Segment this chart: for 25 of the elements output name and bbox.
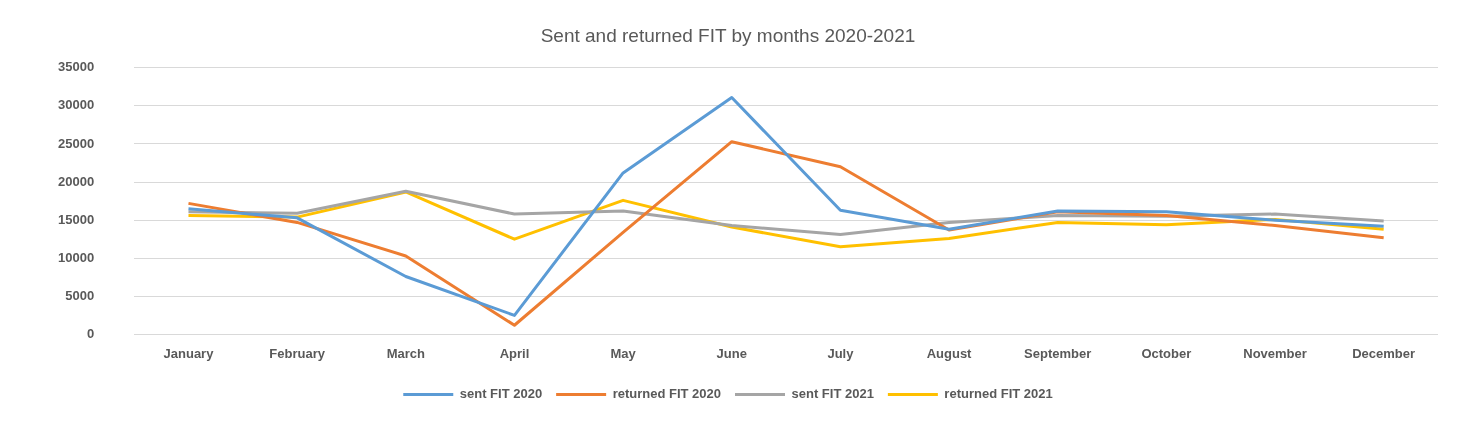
x-tick-label: April [499,345,530,361]
x-tick-label: January [163,345,215,361]
y-tick-label: 15000 [57,211,95,227]
x-tick-label: June [716,345,747,361]
y-tick-label: 30000 [57,97,95,113]
x-tick-label: November [1243,345,1307,361]
x-tick-label: December [1352,345,1416,361]
x-tick-label: February [269,345,326,361]
y-tick-label: 5000 [65,287,95,303]
x-tick-label: October [1141,345,1192,361]
x-tick-label: August [926,345,973,361]
x-tick-label: September [1024,345,1092,361]
y-tick-label: 20000 [57,173,95,189]
y-tick-label: 25000 [57,135,95,151]
chart-title: Sent and returned FIT by months 2020-2021 [540,24,916,46]
x-tick-label: March [386,345,425,361]
legend-label: sent FIT 2020 [459,386,543,402]
y-tick-label: 0 [86,325,95,341]
legend-label: sent FIT 2021 [791,386,874,402]
legend-label: returned FIT 2020 [612,386,722,402]
y-tick-label: 35000 [57,59,95,75]
x-tick-label: May [610,345,637,361]
y-tick-label: 10000 [57,249,95,265]
legend-label: returned FIT 2021 [944,386,1053,402]
x-tick-label: July [827,345,855,361]
